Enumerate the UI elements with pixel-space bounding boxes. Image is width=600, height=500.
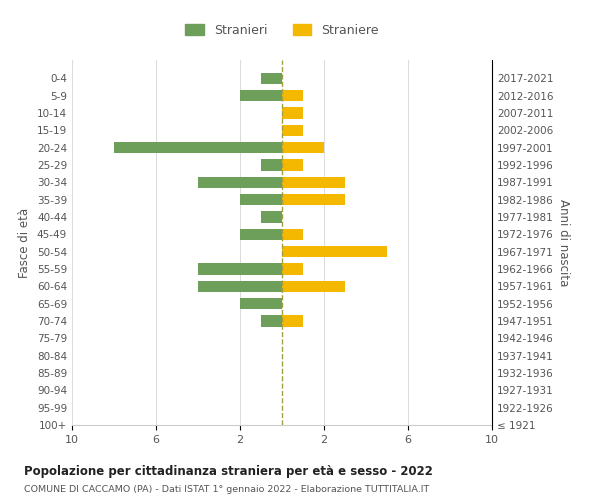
- Y-axis label: Fasce di età: Fasce di età: [19, 208, 31, 278]
- Text: Popolazione per cittadinanza straniera per età e sesso - 2022: Popolazione per cittadinanza straniera p…: [24, 465, 433, 478]
- Bar: [240, 90, 282, 102]
- Bar: [282, 316, 303, 326]
- Bar: [282, 194, 345, 205]
- Bar: [282, 108, 303, 118]
- Bar: [198, 176, 282, 188]
- Legend: Stranieri, Straniere: Stranieri, Straniere: [180, 19, 384, 42]
- Bar: [240, 194, 282, 205]
- Bar: [261, 212, 282, 222]
- Bar: [240, 298, 282, 310]
- Bar: [261, 160, 282, 170]
- Y-axis label: Anni di nascita: Anni di nascita: [557, 199, 570, 286]
- Bar: [282, 280, 345, 292]
- Bar: [282, 90, 303, 102]
- Bar: [114, 142, 282, 154]
- Bar: [240, 228, 282, 240]
- Bar: [198, 280, 282, 292]
- Bar: [282, 160, 303, 170]
- Bar: [282, 228, 303, 240]
- Bar: [282, 246, 387, 258]
- Bar: [282, 142, 324, 154]
- Bar: [198, 264, 282, 274]
- Bar: [282, 176, 345, 188]
- Text: COMUNE DI CACCAMO (PA) - Dati ISTAT 1° gennaio 2022 - Elaborazione TUTTITALIA.IT: COMUNE DI CACCAMO (PA) - Dati ISTAT 1° g…: [24, 485, 429, 494]
- Bar: [261, 316, 282, 326]
- Bar: [282, 124, 303, 136]
- Bar: [282, 264, 303, 274]
- Bar: [261, 72, 282, 84]
